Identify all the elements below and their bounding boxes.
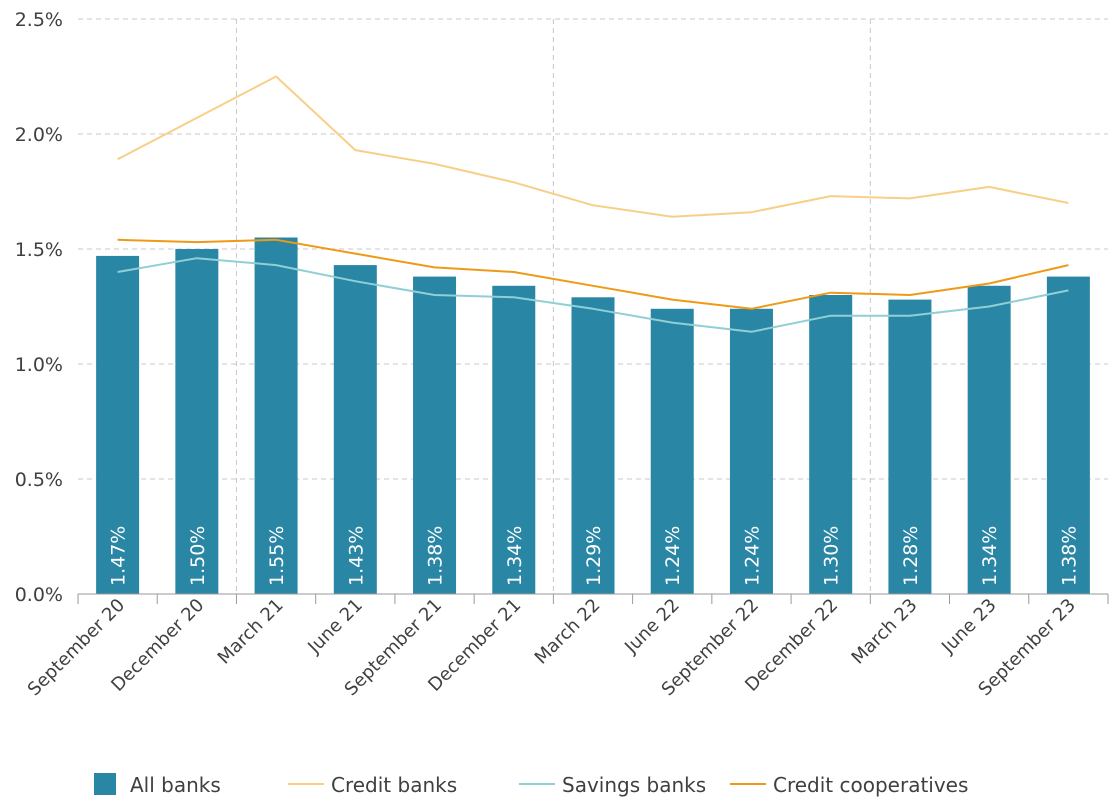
y-tick-label: 1.0% bbox=[15, 354, 63, 376]
bar-all-banks bbox=[333, 265, 377, 594]
x-tick-label: June 21 bbox=[303, 595, 367, 659]
x-tick-label: June 22 bbox=[620, 595, 684, 659]
x-tick-label: March 23 bbox=[848, 595, 922, 669]
legend-label: All banks bbox=[130, 773, 221, 797]
y-tick-label: 2.5% bbox=[15, 9, 63, 31]
bar-all-banks bbox=[413, 276, 457, 594]
line-savings-banks bbox=[117, 257, 1069, 333]
bar-data-label: 1.24% bbox=[662, 526, 684, 586]
bar-all-banks bbox=[254, 237, 298, 594]
bar-all-banks bbox=[492, 285, 536, 594]
x-tick-label: June 23 bbox=[937, 595, 1001, 659]
bar-all-banks bbox=[809, 295, 853, 594]
x-tick-label: March 22 bbox=[531, 595, 605, 669]
y-tick-label: 0.0% bbox=[15, 584, 63, 606]
bar-data-label: 1.30% bbox=[821, 526, 843, 586]
bar-data-label: 1.50% bbox=[187, 526, 209, 586]
bar-all-banks bbox=[650, 308, 694, 594]
bar-data-label: 1.43% bbox=[345, 526, 367, 586]
line-credit-cooperatives bbox=[117, 238, 1069, 310]
bar-all-banks bbox=[729, 308, 773, 594]
legend-swatch-bar bbox=[94, 773, 116, 795]
bar-data-label: 1.28% bbox=[900, 526, 922, 586]
bar-all-banks bbox=[1046, 276, 1090, 594]
legend-label: Credit cooperatives bbox=[773, 773, 968, 797]
bar-data-label: 1.29% bbox=[583, 526, 605, 586]
legend-label: Credit banks bbox=[331, 773, 457, 797]
bar-data-label: 1.55% bbox=[266, 526, 288, 586]
bar-data-label: 1.38% bbox=[1058, 526, 1080, 586]
y-tick-label: 1.5% bbox=[15, 239, 63, 261]
bar-all-banks bbox=[96, 255, 140, 594]
bar-data-label: 1.34% bbox=[504, 526, 526, 586]
line-credit-banks bbox=[117, 75, 1069, 218]
bar-data-label: 1.34% bbox=[979, 526, 1001, 586]
bar-all-banks bbox=[888, 299, 932, 594]
bar-data-label: 1.38% bbox=[425, 526, 447, 586]
bar-data-label: 1.47% bbox=[108, 526, 130, 586]
y-tick-label: 0.5% bbox=[15, 469, 63, 491]
y-tick-label: 2.0% bbox=[15, 124, 63, 146]
bar-data-label: 1.24% bbox=[741, 526, 763, 586]
legend-label: Savings banks bbox=[562, 773, 706, 797]
bar-all-banks bbox=[967, 285, 1011, 594]
x-tick-label: March 21 bbox=[214, 595, 288, 669]
bar-all-banks bbox=[571, 297, 615, 594]
bar-all-banks bbox=[175, 249, 219, 594]
